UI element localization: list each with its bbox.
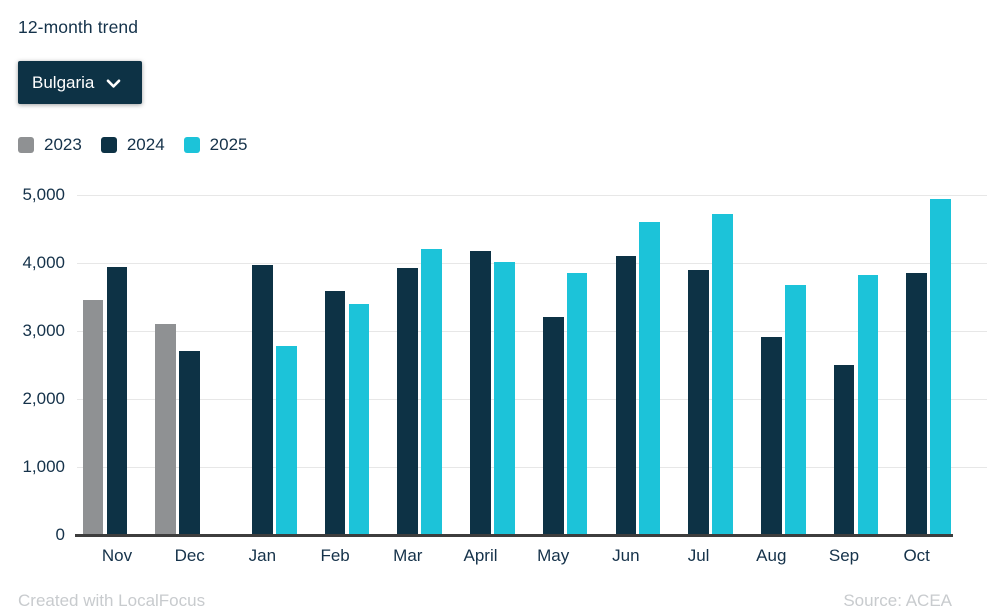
gridline (77, 330, 987, 332)
legend-item-2023: 2023 (18, 135, 82, 155)
x-axis-label-May: May (537, 546, 570, 565)
legend-label: 2025 (209, 135, 248, 154)
bar-2025-Jun[interactable] (639, 222, 661, 535)
bar-2024-Jun[interactable] (615, 256, 637, 535)
y-axis-tick-label: 3,000 (22, 321, 65, 340)
bar-2024-Feb[interactable] (324, 290, 346, 535)
chart-title: 12-month trend (18, 17, 139, 37)
x-axis-line (75, 534, 953, 537)
bar-2024-Oct[interactable] (906, 273, 928, 535)
bar-2024-Jan[interactable] (252, 265, 273, 535)
x-axis-label-Jan: Jan (248, 546, 277, 565)
bar-2025-April[interactable] (494, 262, 515, 535)
y-axis-tick-label: 2,000 (22, 389, 65, 408)
y-axis-tick-label: 4,000 (22, 253, 65, 272)
y-axis-tick-label: 1,000 (22, 457, 65, 476)
legend-swatch-2025 (183, 137, 200, 153)
x-axis-label-Oct: Oct (903, 546, 930, 565)
bar-2025-May[interactable] (566, 273, 588, 535)
legend-label: 2024 (126, 135, 165, 154)
y-axis-tick-label: 0 (55, 525, 65, 544)
legend: 2023 2024 2025 (18, 134, 266, 156)
bar-2024-Aug[interactable] (760, 337, 782, 535)
gridline (77, 466, 987, 468)
bar-2024-Dec[interactable] (179, 351, 201, 535)
x-axis-label-Aug: Aug (756, 546, 787, 565)
x-axis-label-Jun: Jun (612, 546, 640, 565)
legend-label: 2023 (44, 135, 82, 154)
bar-2025-Feb[interactable] (348, 303, 370, 535)
x-axis-label-Sep: Sep (828, 546, 860, 565)
x-axis-label-Feb: Feb (320, 546, 350, 565)
bar-2023-Dec[interactable] (155, 323, 177, 535)
bar-2024-Mar[interactable] (397, 268, 419, 535)
gridline (77, 262, 987, 264)
bar-2024-May[interactable] (542, 316, 564, 535)
bar-2024-April[interactable] (470, 250, 491, 535)
x-axis-label-Jul: Jul (687, 546, 710, 565)
bar-2024-Sep[interactable] (833, 365, 855, 535)
x-axis-label-Mar: Mar (393, 546, 423, 565)
gridline (77, 194, 987, 196)
country-dropdown[interactable]: Bulgaria (18, 61, 142, 104)
country-dropdown-value: Bulgaria (32, 72, 95, 92)
bar-2025-Oct[interactable] (930, 199, 951, 535)
bar-2025-Sep[interactable] (857, 275, 879, 535)
x-axis-label-Nov: Nov (101, 546, 133, 565)
legend-swatch-2024 (100, 137, 117, 153)
legend-item-2025: 2025 (183, 135, 248, 155)
legend-item-2024: 2024 (100, 135, 165, 155)
chevron-down-icon (106, 79, 121, 89)
bar-2023-Nov[interactable] (82, 300, 104, 535)
y-axis-tick-label: 5,000 (22, 185, 65, 204)
bar-2025-Jan[interactable] (275, 345, 297, 535)
source-text: Source: ACEA (843, 591, 952, 610)
credit-text: Created with LocalFocus (18, 591, 206, 610)
bar-2025-Mar[interactable] (421, 249, 443, 535)
x-axis-label-Dec: Dec (174, 546, 205, 565)
x-axis-label-April: April (463, 546, 498, 565)
bar-2024-Nov[interactable] (106, 267, 128, 535)
gridline (77, 398, 987, 400)
bar-2025-Aug[interactable] (784, 284, 806, 535)
legend-swatch-2023 (18, 137, 34, 153)
bar-2024-Jul[interactable] (688, 270, 709, 535)
bar-2025-Jul[interactable] (712, 214, 733, 535)
